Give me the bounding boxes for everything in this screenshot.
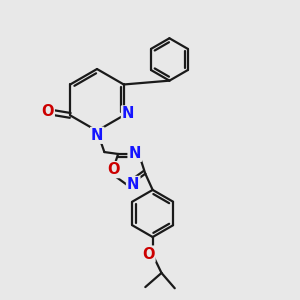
Text: N: N bbox=[129, 146, 141, 161]
Text: N: N bbox=[127, 177, 140, 192]
Text: N: N bbox=[122, 106, 134, 122]
Text: O: O bbox=[41, 104, 54, 119]
Text: O: O bbox=[142, 247, 155, 262]
Text: O: O bbox=[107, 162, 120, 177]
Text: N: N bbox=[91, 128, 104, 143]
